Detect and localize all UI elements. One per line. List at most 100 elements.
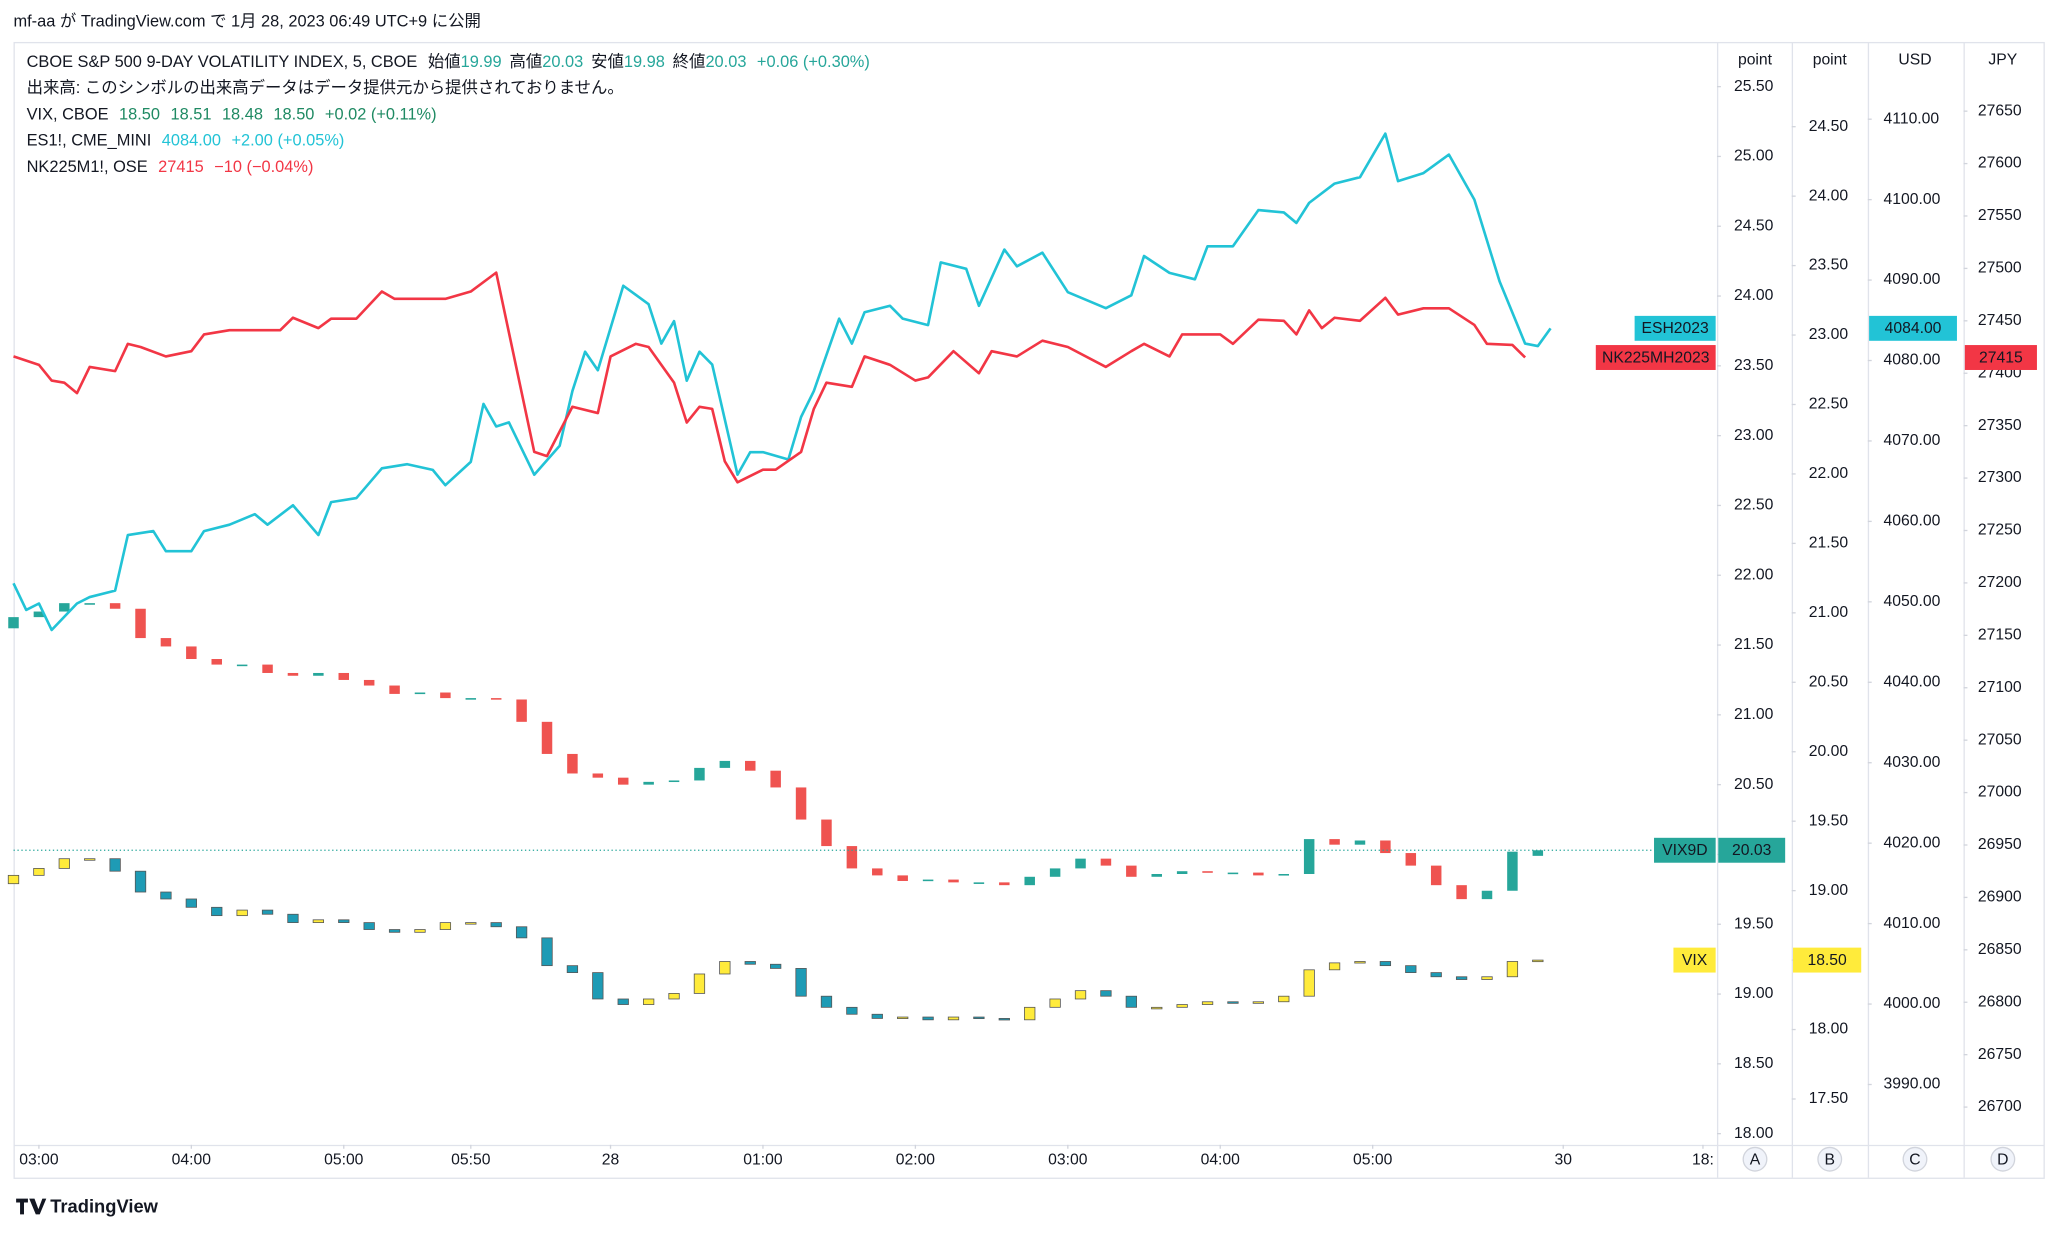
candle [592,773,604,778]
y-tick-label: 27550 [1978,207,2022,224]
candle [1379,961,1392,967]
candle [8,617,19,629]
candle [1328,962,1341,971]
y-tick-label: 4020.00 [1884,834,1941,851]
candle [1227,1001,1239,1004]
candle [1380,840,1391,854]
candle [312,919,325,923]
candle [134,870,147,893]
candle [58,858,70,869]
y-tick-label: 22.50 [1809,396,1849,413]
x-tick-label: 04:00 [172,1152,212,1169]
candle [1201,1001,1214,1005]
candle [1430,865,1442,886]
y-tick-label: 23.00 [1734,427,1774,444]
candle [262,664,273,673]
y-tick-label: 27650 [1978,102,2022,119]
candle [1253,872,1264,876]
x-tick-label: 18: [1692,1152,1714,1169]
axis-price-label: 20.03 [1732,842,1772,859]
candle [1125,995,1137,1008]
candle [821,819,832,847]
y-tick-label: 23.50 [1734,357,1774,374]
y-tick-label: 21.50 [1809,535,1849,552]
y-tick-label: 18.50 [1734,1055,1774,1072]
axis-unit: USD [1898,51,1931,68]
legend-value: 19.99 [461,53,502,71]
y-tick-label: 24.50 [1734,217,1774,234]
y-tick-label: 22.00 [1809,465,1849,482]
candle [998,1018,1010,1021]
chart-frame [13,41,2045,1179]
candle [313,672,324,676]
candle [948,879,959,883]
candle [1024,876,1035,886]
y-tick-label: 26800 [1978,993,2022,1010]
candle [211,659,222,665]
y-tick-label: 19.00 [1809,882,1849,899]
series-tag [1595,345,1716,370]
legend-value: 4084.00 [162,132,221,150]
candle [999,882,1010,886]
price-line [12,132,1552,632]
y-tick-label: 26900 [1978,889,2022,906]
y-tick-label: 27000 [1978,784,2022,801]
y-tick-label: 17.50 [1809,1090,1849,1107]
y-tick-label: 20.50 [1809,673,1849,690]
x-tick-label: 01:00 [743,1152,783,1169]
candle [1481,976,1493,980]
candle [617,777,629,785]
legend-change: +0.06 (+0.30%) [757,53,870,71]
legend-line: 出来高: このシンボルの出来高データはデータ提供元から提供されておりません。 [27,79,624,98]
candle [465,922,477,925]
candle [1481,890,1493,900]
candle [516,699,527,722]
axis-price-tag [1964,345,2037,370]
candle [1227,872,1239,875]
candle [567,753,578,774]
x-tick-label: 05:00 [324,1152,364,1169]
y-tick-label: 21.50 [1734,636,1774,653]
candle [846,846,858,869]
y-tick-label: 27150 [1978,626,2022,643]
candle [1303,839,1315,874]
axis-unit: JPY [1988,51,2017,68]
y-tick-label: 25.50 [1734,78,1774,95]
candle [745,760,756,771]
candle [795,787,807,820]
legend-value: 18.50 [119,106,160,124]
candle [1455,976,1468,980]
candle [84,858,96,861]
axis-price-label: 18.50 [1807,952,1847,969]
x-tick-label: 02:00 [896,1152,936,1169]
candle [1430,972,1442,978]
axis-price-tag [1793,947,1862,973]
axis-letter-badge [1902,1146,1928,1172]
candle [7,874,20,885]
candle [1303,969,1315,997]
legend-change: +0.02 (+0.11%) [325,106,437,124]
candle [84,603,95,605]
candle [1151,1006,1163,1010]
y-tick-label: 20.50 [1734,776,1774,793]
axis-letter: D [1997,1152,2008,1169]
candle [211,906,223,917]
y-tick-label: 3990.00 [1884,1076,1941,1093]
y-tick-label: 21.00 [1809,604,1849,621]
candle [186,646,197,660]
candle [388,929,401,933]
legend-line: VIX, CBOE 18.50 18.51 18.48 18.50 +0.02 (+0.1… [27,106,437,124]
legend-change: −10 (−0.04%) [214,158,313,176]
candle [160,891,172,900]
y-tick-label: 4050.00 [1884,593,1941,610]
caption: mf-aa が TradingView.com で 1月 28, 2023 06… [13,13,480,31]
legend-value: 19.98 [624,53,665,71]
legend-value: 18.50 [273,106,314,124]
series-tag [1654,837,1716,863]
candle [1202,871,1213,873]
candle [922,879,934,882]
legend-value: 18.48 [222,106,263,124]
axis-price-tag [1718,837,1786,863]
y-tick-label: 4000.00 [1884,995,1941,1012]
